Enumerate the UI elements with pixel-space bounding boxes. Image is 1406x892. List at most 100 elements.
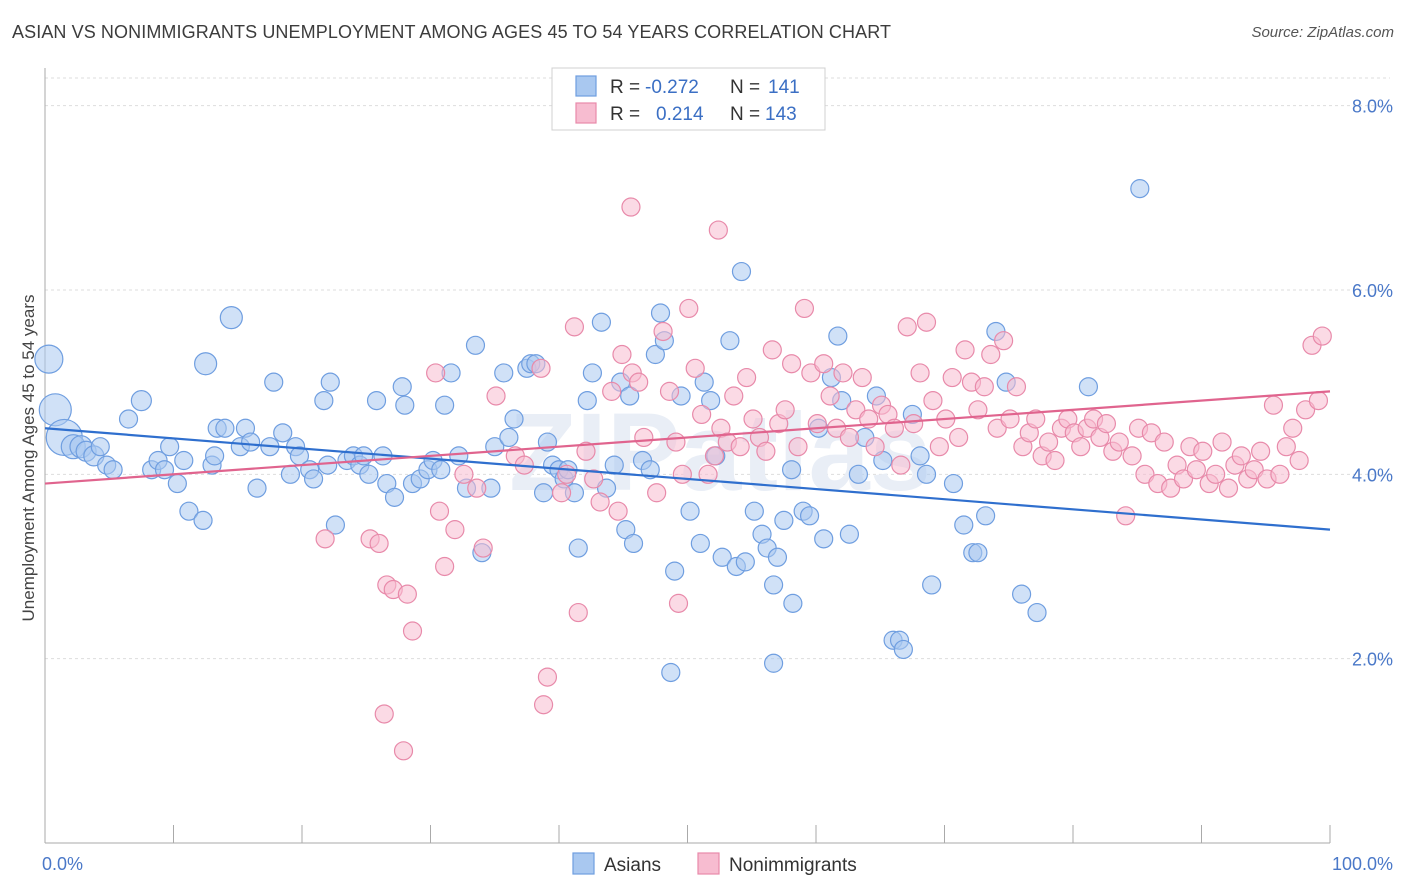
nonimmigrant-point bbox=[397, 584, 417, 604]
nonimmigrant-point bbox=[590, 492, 610, 512]
nonimmigrant-point bbox=[942, 367, 962, 388]
nonimmigrant-point bbox=[762, 340, 782, 360]
nonimmigrant-point bbox=[608, 501, 628, 521]
y-axis-title: Unemployment Among Ages 45 to 54 years bbox=[19, 295, 38, 622]
nonimmigrant-point bbox=[1109, 432, 1129, 452]
nonimmigrant-point bbox=[473, 538, 493, 558]
nonimmigrant-point bbox=[568, 602, 588, 623]
y-tick-label: 8.0% bbox=[1352, 97, 1393, 117]
asian-point bbox=[384, 487, 405, 507]
legend-n-value-nonimmigrants: 143 bbox=[765, 104, 797, 125]
asian-point bbox=[701, 390, 721, 411]
nonimmigrant-point bbox=[612, 344, 632, 365]
asian-point bbox=[325, 515, 346, 535]
nonimmigrant-point bbox=[807, 414, 827, 434]
nonimmigrant-point bbox=[981, 344, 1001, 365]
nonimmigrant-point bbox=[788, 437, 808, 457]
nonimmigrant-point bbox=[429, 501, 450, 521]
asian-point bbox=[264, 372, 284, 392]
asian-point bbox=[661, 662, 681, 683]
asian-point bbox=[916, 464, 937, 484]
asian-point bbox=[650, 303, 671, 323]
asian-point bbox=[359, 464, 379, 484]
asian-point bbox=[690, 533, 710, 554]
legend-r-value-asians: -0.272 bbox=[645, 77, 699, 98]
nonimmigrant-point bbox=[1206, 464, 1226, 484]
nonimmigrant-point bbox=[647, 483, 667, 503]
nonimmigrant-point bbox=[576, 441, 596, 461]
asian-point bbox=[1078, 377, 1099, 397]
nonimmigrant-point bbox=[1026, 409, 1046, 429]
nonimmigrant-point bbox=[1231, 446, 1251, 466]
nonimmigrant-point bbox=[1218, 478, 1239, 498]
nonimmigrant-point bbox=[692, 404, 712, 425]
asian-trend-line bbox=[44, 427, 1331, 531]
asian-point bbox=[848, 464, 869, 484]
nonimmigrant-point bbox=[666, 432, 686, 452]
nonimmigrant-point bbox=[1071, 437, 1091, 457]
asian-point bbox=[839, 524, 860, 544]
asian-point bbox=[954, 515, 974, 535]
asian-point bbox=[494, 363, 514, 383]
asian-point bbox=[499, 427, 519, 448]
asian-point bbox=[320, 372, 340, 392]
asian-point bbox=[504, 409, 524, 429]
asian-point bbox=[623, 533, 644, 554]
asian-point bbox=[1027, 602, 1047, 623]
nonimmigrant-point bbox=[737, 367, 757, 388]
asian-point bbox=[694, 372, 714, 392]
nonimmigrant-point bbox=[1289, 450, 1309, 471]
asian-point bbox=[392, 377, 412, 397]
nonimmigrant-point bbox=[949, 427, 969, 448]
nonimmigrant-point bbox=[814, 354, 834, 374]
asian-point bbox=[247, 478, 267, 498]
asian-point bbox=[774, 510, 794, 531]
asian-point bbox=[241, 432, 261, 452]
asian-point bbox=[577, 390, 597, 411]
nonimmigrant-point bbox=[602, 381, 622, 401]
correlation-legend: R = -0.272 N = 141 R = 0.214 N = 143 bbox=[551, 67, 826, 131]
asian-point bbox=[431, 460, 451, 480]
legend-n-label-nonimmigrants: N = bbox=[730, 104, 760, 125]
asian-point bbox=[160, 437, 180, 457]
nonimmigrant-point bbox=[756, 441, 776, 461]
nonimmigrant-point bbox=[537, 667, 558, 687]
nonimmigrant-point bbox=[904, 414, 924, 434]
nonimmigrant-point bbox=[445, 520, 465, 540]
asian-point bbox=[814, 529, 834, 549]
nonimmigrant-point bbox=[653, 321, 673, 342]
asian-point bbox=[645, 344, 665, 365]
asian-point bbox=[781, 460, 802, 480]
legend-r-label-asians: R = bbox=[610, 77, 640, 98]
nonimmigrant-point bbox=[668, 593, 689, 613]
y-tick-label: 2.0% bbox=[1352, 650, 1393, 670]
asian-point bbox=[910, 446, 930, 466]
asian-point bbox=[219, 306, 243, 330]
nonimmigrant-point bbox=[897, 317, 917, 337]
asian-point bbox=[712, 547, 732, 567]
nonimmigrant-point bbox=[1251, 441, 1271, 461]
asian-point bbox=[922, 575, 942, 595]
asian-point bbox=[533, 483, 554, 503]
asian-point bbox=[193, 510, 213, 531]
nonimmigrant-point bbox=[794, 298, 815, 319]
nonimmigrant-point bbox=[551, 483, 572, 503]
nonimmigrant-point bbox=[584, 469, 604, 489]
nonimmigrant-point bbox=[955, 340, 975, 360]
y-tick-label: 6.0% bbox=[1352, 281, 1393, 301]
nonimmigrant-point bbox=[426, 363, 446, 383]
nonimmigrant-point bbox=[1263, 395, 1284, 415]
asian-point bbox=[828, 326, 848, 346]
nonimmigrant-point bbox=[467, 478, 487, 498]
nonimmigrant-point bbox=[704, 446, 725, 466]
chart-title: ASIAN VS NONIMMIGRANTS UNEMPLOYMENT AMON… bbox=[12, 22, 892, 42]
nonimmigrant-point bbox=[1045, 450, 1065, 471]
y-tick-label: 4.0% bbox=[1352, 465, 1393, 485]
series-legend: Asians Nonimmigrants bbox=[572, 852, 857, 876]
asian-point bbox=[215, 418, 235, 438]
asian-point bbox=[620, 386, 640, 406]
asian-point bbox=[194, 352, 218, 376]
asian-point bbox=[118, 409, 139, 429]
nonimmigrant-point bbox=[974, 377, 994, 397]
legend-swatch-nonimmigrants bbox=[575, 102, 597, 124]
